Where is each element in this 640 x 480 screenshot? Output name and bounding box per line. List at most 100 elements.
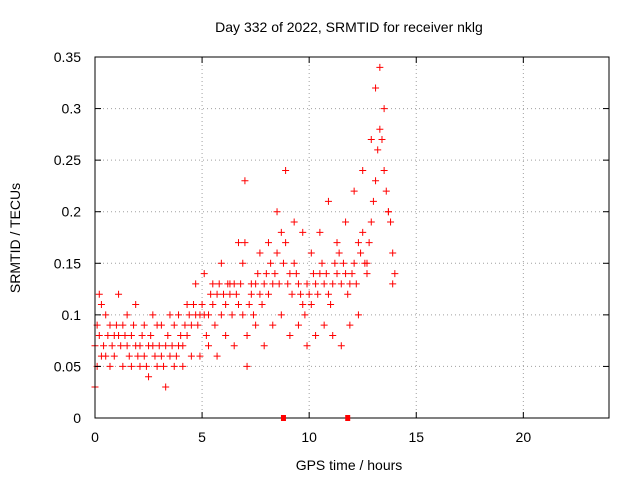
data-point	[213, 290, 221, 298]
data-point	[215, 280, 223, 288]
data-point	[108, 342, 116, 350]
data-point	[138, 331, 146, 339]
data-point	[104, 331, 112, 339]
data-point	[324, 290, 332, 298]
y-axis: 0 0.05 0.1 0.15 0.2 0.25 0.3 0.35	[54, 49, 609, 426]
y-tick-label: 0.2	[62, 204, 82, 220]
data-point	[151, 352, 159, 360]
data-point	[372, 84, 380, 92]
data-point	[387, 218, 395, 226]
data-point	[367, 136, 375, 144]
data-point	[134, 352, 142, 360]
data-point	[354, 239, 362, 247]
data-point	[222, 301, 230, 309]
data-point	[314, 290, 322, 298]
data-point	[344, 290, 352, 298]
data-point	[110, 352, 118, 360]
data-point	[380, 166, 388, 174]
data-point	[374, 146, 382, 154]
data-point	[200, 270, 208, 278]
data-point	[318, 259, 326, 267]
data-point	[279, 259, 287, 267]
data-point	[260, 342, 268, 350]
data-point	[130, 321, 138, 329]
data-point	[145, 373, 153, 381]
data-point	[350, 187, 358, 195]
data-point	[243, 362, 251, 370]
x-axis-title: GPS time / hours	[296, 457, 403, 473]
data-point	[247, 280, 255, 288]
data-point	[284, 280, 292, 288]
data-point	[312, 331, 320, 339]
data-point	[389, 249, 397, 257]
data-point	[234, 239, 242, 247]
data-point	[112, 321, 120, 329]
data-point	[205, 311, 213, 319]
data-point	[121, 331, 129, 339]
data-point	[209, 280, 217, 288]
data-point	[170, 362, 178, 370]
data-point	[95, 331, 103, 339]
data-point	[312, 280, 320, 288]
data-point	[119, 362, 127, 370]
data-point	[234, 301, 242, 309]
data-point	[170, 321, 178, 329]
data-point	[136, 362, 144, 370]
data-point	[299, 228, 307, 236]
data-point	[205, 342, 213, 350]
data-point	[147, 331, 155, 339]
data-point	[305, 290, 313, 298]
data-point	[275, 280, 283, 288]
data-point	[320, 280, 328, 288]
data-point	[335, 249, 343, 257]
data-point	[209, 301, 217, 309]
data-point	[127, 362, 135, 370]
data-point	[207, 290, 215, 298]
x-tick-label: 15	[408, 429, 424, 445]
x-tick-label: 10	[301, 429, 317, 445]
data-point	[252, 321, 260, 329]
data-point	[365, 239, 373, 247]
data-point	[359, 166, 367, 174]
data-point	[254, 270, 262, 278]
data-point	[389, 280, 397, 288]
data-point	[106, 321, 114, 329]
data-point	[342, 218, 350, 226]
data-point	[142, 362, 150, 370]
data-point	[187, 321, 195, 329]
data-point	[277, 311, 285, 319]
data-point	[115, 331, 123, 339]
data-point	[288, 290, 296, 298]
data-point	[190, 301, 198, 309]
data-point	[282, 239, 290, 247]
data-point	[264, 290, 272, 298]
data-point	[157, 352, 165, 360]
data-point	[256, 249, 264, 257]
data-point	[357, 249, 365, 257]
data-point	[363, 270, 371, 278]
data-point	[228, 311, 236, 319]
chart-title: Day 332 of 2022, SRMTID for receiver nkl…	[215, 19, 483, 35]
data-point	[324, 197, 332, 205]
data-point	[132, 301, 140, 309]
data-point	[346, 321, 354, 329]
data-point	[241, 177, 249, 185]
axis-marker	[280, 415, 286, 421]
data-point	[376, 63, 384, 71]
data-point	[187, 352, 195, 360]
data-point	[185, 311, 193, 319]
data-point	[337, 280, 345, 288]
data-point	[245, 301, 253, 309]
data-point	[378, 136, 386, 144]
data-point	[262, 270, 270, 278]
data-point	[155, 342, 163, 350]
data-point	[384, 208, 392, 216]
data-point	[329, 331, 337, 339]
data-point	[299, 301, 307, 309]
data-point	[380, 105, 388, 113]
data-point	[177, 331, 185, 339]
data-point	[243, 331, 251, 339]
data-point	[363, 259, 371, 267]
data-point	[376, 125, 384, 133]
